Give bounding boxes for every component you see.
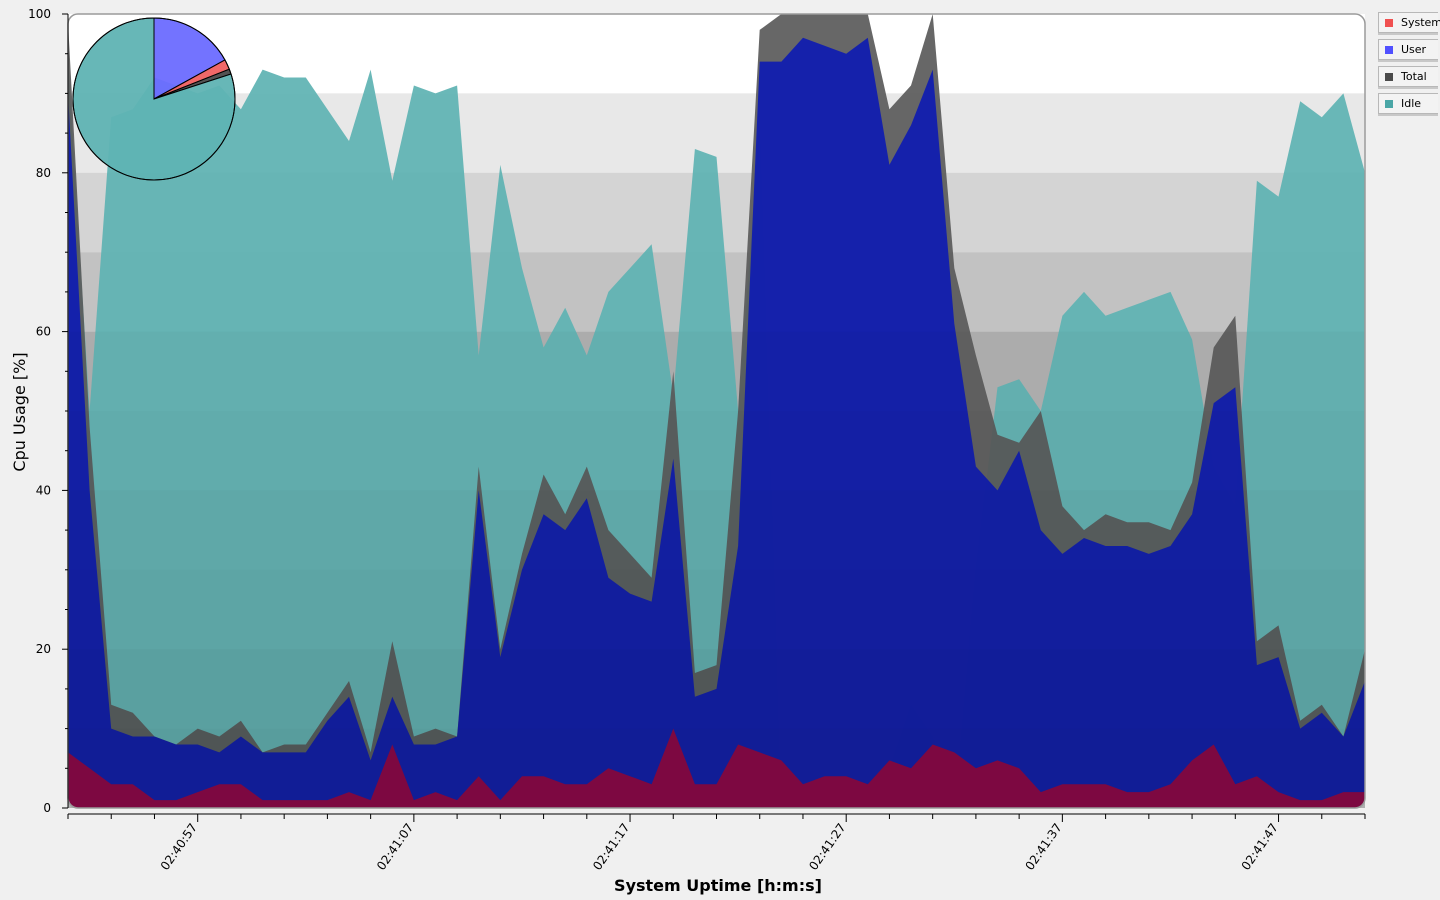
x-axis-title: System Uptime [h:m:s] [614,876,822,895]
legend-item-total: Total [1378,66,1438,87]
legend-item-system: System [1378,12,1440,33]
legend-label: User [1401,43,1427,56]
gradient-band [68,411,1365,491]
x-tick-label: 02:41:47 [1239,821,1281,873]
legend-item-idle: Idle [1378,93,1438,114]
x-tick-label: 02:41:27 [806,821,848,873]
legend-swatch [1385,100,1393,108]
x-tick-label: 02:40:57 [158,821,200,873]
gradient-band [68,728,1365,808]
y-tick-label: 80 [36,166,51,180]
legend-label: Total [1401,70,1427,83]
series-area-system [68,728,1365,808]
legend-label: Idle [1401,97,1422,110]
legend-swatch [1385,46,1393,54]
legend-label: System [1401,16,1440,29]
cpu-pie-chart [72,17,236,181]
gradient-band [68,569,1365,650]
gradient-band [68,490,1365,570]
gradient-band [68,332,1365,411]
y-tick-label: 60 [36,325,51,339]
y-axis-title: Cpu Usage [%] [10,352,29,471]
y-tick-label: 100 [28,7,51,21]
legend: System User Total Idle [1378,12,1440,120]
legend-swatch [1385,73,1393,81]
x-tick-label: 02:41:07 [374,821,416,873]
series-layer [68,14,1365,808]
series-area-user [68,37,1365,808]
legend-swatch [1385,19,1393,27]
y-tick-label: 20 [36,642,51,656]
pie-outline [72,17,236,181]
y-tick-label: 0 [43,801,51,815]
gradient-band [68,649,1365,729]
y-tick-label: 40 [36,483,51,497]
legend-item-user: User [1378,39,1438,60]
x-tick-label: 02:41:37 [1022,821,1064,873]
x-tick-label: 02:41:17 [590,821,632,873]
